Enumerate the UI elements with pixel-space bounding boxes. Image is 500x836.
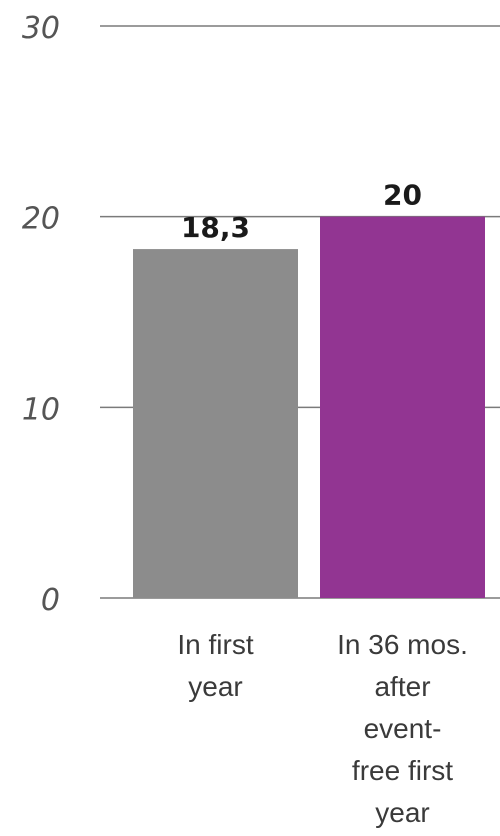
x-category-label: year bbox=[375, 797, 429, 828]
x-category-label: In first bbox=[177, 629, 253, 660]
x-category-label: event- bbox=[364, 713, 442, 744]
bar-1 bbox=[133, 249, 298, 598]
data-labels: 18,3 20 bbox=[181, 179, 422, 244]
x-category-label: In 36 mos. bbox=[337, 629, 468, 660]
bar-2 bbox=[320, 216, 485, 598]
y-tick-label: 10 bbox=[22, 392, 60, 427]
data-label: 20 bbox=[383, 179, 422, 212]
y-tick-label: 20 bbox=[22, 202, 60, 237]
bars bbox=[133, 216, 485, 598]
x-axis-labels: In first year In 36 mos. after event-free fi… bbox=[177, 629, 467, 828]
x-category-label: free first bbox=[352, 755, 453, 786]
y-tick-label: 30 bbox=[22, 11, 60, 46]
x-category-label: year bbox=[188, 671, 242, 702]
y-tick-label: 0 bbox=[41, 583, 60, 618]
y-axis-ticks: 0 10 20 30 bbox=[22, 11, 60, 618]
x-category-label: after bbox=[374, 671, 430, 702]
data-label: 18,3 bbox=[181, 211, 250, 244]
